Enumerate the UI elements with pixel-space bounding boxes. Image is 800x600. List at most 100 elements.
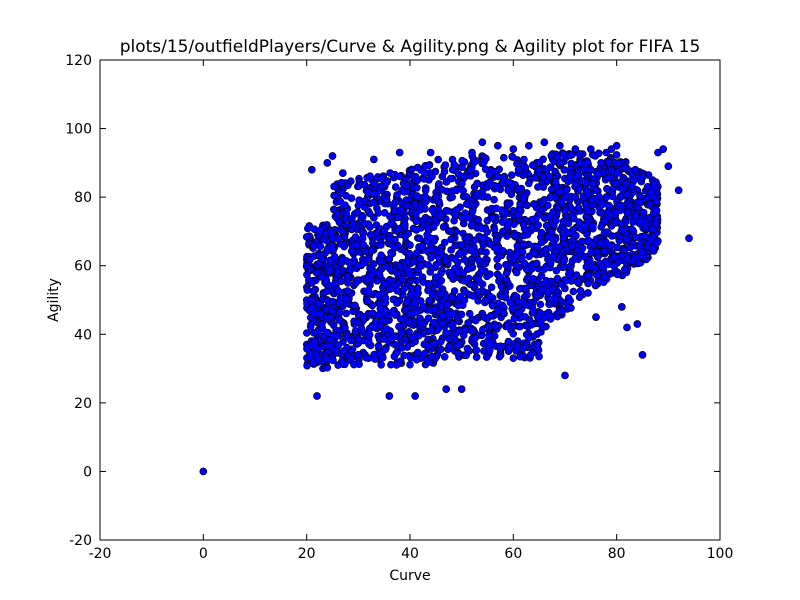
data-point	[571, 145, 580, 153]
data-point	[521, 284, 529, 293]
data-point	[602, 228, 611, 236]
data-point	[376, 304, 385, 313]
y-tick-label: -20	[69, 533, 92, 549]
data-point	[503, 322, 512, 331]
data-point	[560, 257, 568, 265]
data-point	[302, 261, 311, 270]
data-point	[482, 248, 490, 257]
data-point	[535, 158, 544, 167]
data-point	[326, 256, 335, 265]
data-point	[354, 261, 363, 270]
data-point	[614, 201, 623, 210]
data-point	[638, 248, 646, 257]
data-point	[575, 218, 584, 226]
data-point	[338, 169, 347, 177]
data-point	[468, 327, 476, 335]
data-point	[448, 193, 457, 201]
data-point	[438, 311, 447, 320]
data-point	[550, 193, 559, 201]
data-point	[344, 279, 352, 287]
data-point	[587, 249, 595, 257]
data-point	[631, 233, 640, 242]
data-point	[427, 251, 436, 260]
data-point	[588, 222, 597, 230]
data-point	[587, 195, 596, 204]
data-point	[377, 360, 386, 369]
data-point	[564, 270, 573, 279]
data-point	[458, 163, 466, 172]
data-point	[598, 263, 607, 271]
data-point	[328, 244, 337, 253]
data-point	[395, 172, 404, 181]
data-point	[392, 299, 401, 307]
data-point	[428, 206, 437, 214]
y-tick-label: 80	[74, 190, 92, 206]
data-point	[371, 318, 380, 327]
data-point	[467, 280, 476, 289]
data-point	[487, 283, 496, 292]
data-point	[598, 200, 606, 209]
data-point	[412, 217, 421, 226]
data-point	[562, 276, 570, 285]
data-point	[379, 353, 387, 362]
data-point	[350, 360, 358, 369]
data-point	[374, 290, 383, 299]
data-point	[369, 213, 378, 222]
data-point	[421, 192, 429, 201]
data-point	[520, 155, 528, 164]
data-point	[540, 138, 549, 147]
data-point	[355, 196, 363, 204]
data-point	[405, 249, 414, 258]
data-point	[561, 371, 569, 380]
data-point	[199, 467, 208, 476]
data-point	[462, 351, 471, 360]
data-point	[382, 195, 391, 204]
data-point	[428, 290, 437, 299]
data-point	[334, 287, 343, 295]
data-point	[330, 191, 338, 200]
data-point	[474, 276, 483, 284]
data-point	[395, 261, 404, 270]
data-point	[353, 208, 362, 216]
data-point	[418, 319, 427, 328]
data-point	[376, 257, 385, 265]
data-point	[506, 298, 515, 307]
data-point	[492, 244, 501, 253]
data-point	[337, 259, 346, 267]
data-point	[596, 239, 605, 247]
data-point	[326, 266, 334, 275]
data-point	[591, 264, 599, 272]
data-point	[648, 244, 657, 253]
data-point	[581, 222, 589, 231]
x-tick-label: 60	[504, 546, 522, 562]
data-point	[490, 225, 499, 234]
data-point	[584, 236, 593, 245]
data-point	[391, 332, 400, 340]
data-point	[529, 306, 538, 315]
data-point	[537, 228, 546, 237]
data-point	[303, 224, 312, 233]
data-point	[567, 204, 576, 213]
data-point	[507, 171, 516, 179]
data-point	[452, 186, 461, 195]
data-point	[521, 313, 530, 321]
data-point	[485, 171, 494, 179]
data-point	[547, 277, 556, 286]
data-point	[450, 287, 459, 295]
data-point	[593, 253, 602, 262]
data-point	[488, 213, 497, 222]
data-point	[386, 212, 394, 221]
data-point	[358, 213, 367, 221]
data-point	[491, 322, 500, 331]
data-point	[519, 344, 528, 353]
data-point	[502, 269, 511, 277]
data-point	[578, 237, 586, 246]
data-point	[313, 354, 322, 363]
data-point	[396, 315, 405, 323]
data-point	[623, 254, 632, 263]
data-point	[385, 255, 394, 263]
data-point	[457, 241, 466, 249]
data-point	[400, 188, 409, 196]
data-point	[410, 299, 419, 307]
data-point	[480, 158, 488, 166]
